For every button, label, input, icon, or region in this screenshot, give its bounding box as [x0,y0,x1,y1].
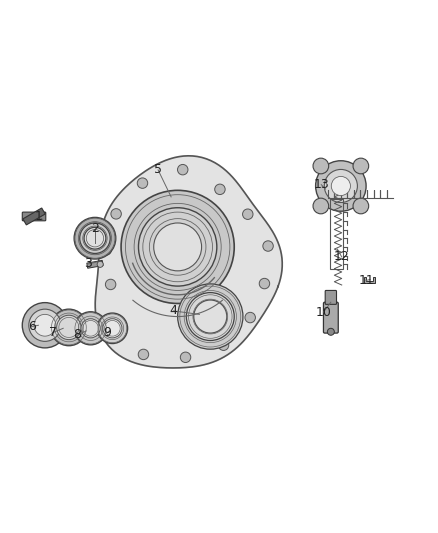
Circle shape [84,228,106,249]
Circle shape [138,208,217,286]
Circle shape [327,328,334,335]
Circle shape [313,158,328,174]
Circle shape [138,349,148,360]
Circle shape [215,184,225,195]
Circle shape [324,169,357,203]
FancyBboxPatch shape [22,212,46,221]
Circle shape [111,208,121,219]
Circle shape [353,158,369,174]
Circle shape [22,303,67,348]
Circle shape [34,314,56,336]
Circle shape [154,223,201,271]
Circle shape [178,284,243,349]
Circle shape [353,198,369,214]
Circle shape [316,161,366,211]
Text: 2: 2 [91,222,99,235]
Circle shape [331,176,350,196]
Circle shape [97,261,103,268]
Text: 4: 4 [170,304,177,317]
Circle shape [218,340,229,350]
Text: 11: 11 [358,274,374,287]
Circle shape [74,312,107,345]
Text: 10: 10 [315,306,332,319]
Circle shape [80,223,110,254]
Circle shape [243,209,253,220]
Text: 6: 6 [28,320,36,333]
Text: 13: 13 [314,178,329,191]
Circle shape [121,190,234,303]
Circle shape [111,317,121,328]
Circle shape [106,279,116,289]
Circle shape [29,309,61,341]
FancyBboxPatch shape [325,290,336,304]
Circle shape [186,293,234,341]
Circle shape [194,300,227,333]
Circle shape [81,319,100,338]
Text: 7: 7 [49,326,57,339]
Text: 9: 9 [103,326,111,339]
Circle shape [137,178,148,188]
Circle shape [97,313,127,344]
Circle shape [180,352,191,362]
Polygon shape [23,208,45,225]
Circle shape [259,278,270,289]
Polygon shape [87,261,103,268]
Text: 5: 5 [154,164,162,176]
Text: 1: 1 [35,210,42,223]
Circle shape [57,315,81,340]
FancyBboxPatch shape [323,302,338,333]
Circle shape [177,165,188,175]
Circle shape [263,241,273,251]
Circle shape [103,319,122,338]
Circle shape [101,245,111,255]
Circle shape [74,217,116,259]
Circle shape [313,198,328,214]
Circle shape [50,309,87,346]
Text: 8: 8 [74,328,81,341]
Circle shape [245,312,255,323]
Text: 12: 12 [334,251,350,263]
Polygon shape [95,156,282,368]
Text: 3: 3 [85,257,92,270]
Polygon shape [364,277,375,283]
